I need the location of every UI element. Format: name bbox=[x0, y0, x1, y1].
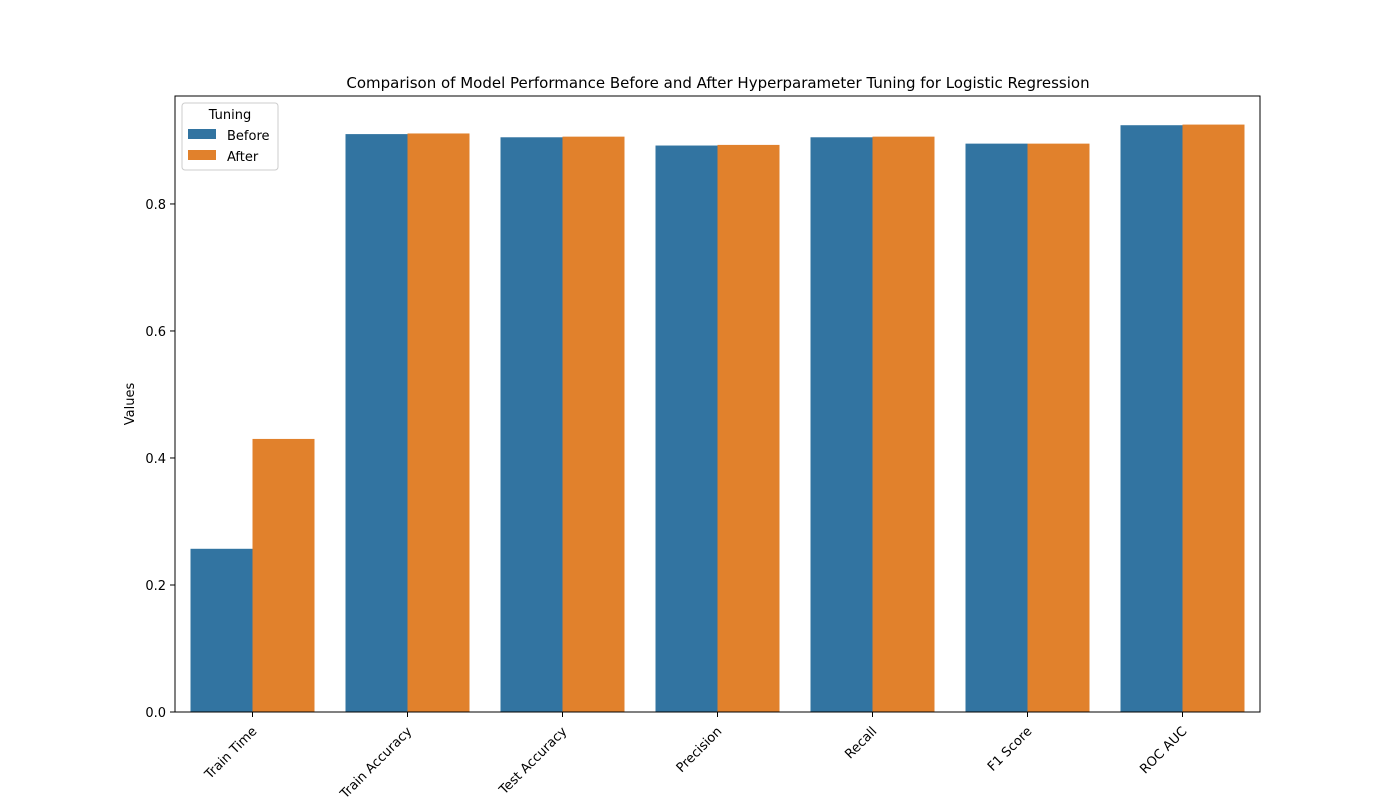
x-tick-label: Train Time bbox=[202, 724, 261, 783]
chart-title: Comparison of Model Performance Before a… bbox=[346, 74, 1089, 92]
bar-before-train-accuracy bbox=[345, 134, 408, 712]
bar-after-train-time bbox=[252, 438, 315, 712]
bar-before-train-time bbox=[190, 548, 253, 712]
legend-swatch-before bbox=[188, 129, 216, 139]
x-tick-label: ROC AUC bbox=[1137, 724, 1190, 777]
bar-after-test-accuracy bbox=[562, 136, 625, 712]
bar-before-precision bbox=[655, 145, 718, 712]
x-tick-label: Train Accuracy bbox=[337, 724, 415, 800]
bar-after-f1-score bbox=[1027, 143, 1090, 713]
x-axis: Train Time Train Accuracy Test Accuracy Pre… bbox=[202, 712, 1190, 800]
x-tick-label: Precision bbox=[674, 724, 726, 776]
y-axis: 0.0 0.2 0.4 0.6 0.8 bbox=[145, 198, 175, 721]
y-tick-label: 0.2 bbox=[145, 579, 166, 594]
bar-before-f1-score bbox=[965, 143, 1028, 713]
bar-after-precision bbox=[717, 144, 780, 712]
legend: Tuning Before After bbox=[181, 102, 279, 171]
bar-before-test-accuracy bbox=[500, 137, 563, 713]
bar-after-train-accuracy bbox=[407, 133, 470, 713]
y-tick-label: 0.4 bbox=[145, 452, 166, 467]
legend-title: Tuning bbox=[208, 108, 252, 123]
y-tick-label: 0.6 bbox=[145, 325, 166, 340]
legend-label-before: Before bbox=[227, 129, 270, 144]
y-axis-label: Values bbox=[123, 383, 138, 426]
bar-before-roc-auc bbox=[1120, 125, 1183, 712]
bars-group bbox=[190, 124, 1245, 713]
x-tick-label: Test Accuracy bbox=[496, 724, 571, 799]
bar-after-roc-auc bbox=[1182, 124, 1245, 712]
legend-swatch-after bbox=[188, 150, 216, 160]
y-tick-label: 0.8 bbox=[145, 198, 166, 213]
bar-before-recall bbox=[810, 137, 873, 713]
y-tick-label: 0.0 bbox=[145, 706, 166, 721]
x-tick-label: F1 Score bbox=[985, 724, 1035, 774]
bar-after-recall bbox=[872, 136, 935, 712]
x-tick-label: Recall bbox=[842, 724, 880, 762]
legend-label-after: After bbox=[227, 150, 259, 165]
